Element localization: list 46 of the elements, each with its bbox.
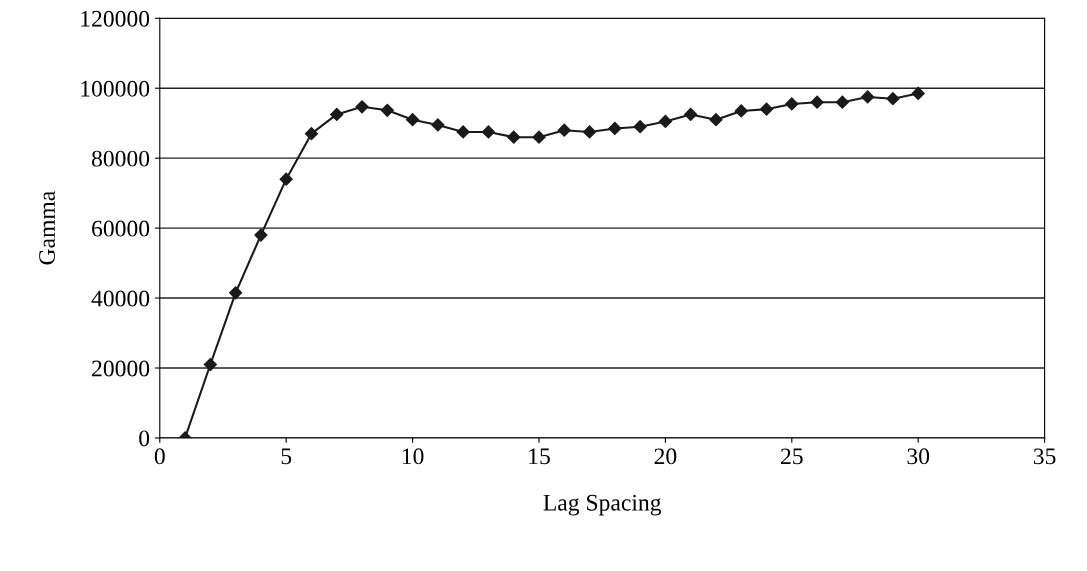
point [734, 104, 748, 118]
x-tick-label: 25 [781, 448, 803, 465]
x-tick-label: 35 [1033, 448, 1056, 465]
point [279, 172, 293, 186]
point [557, 123, 571, 137]
point [406, 113, 420, 127]
y-tick-label: 20000 [92, 360, 150, 377]
point [330, 107, 344, 122]
point [229, 286, 243, 300]
x-tick-label: 10 [402, 448, 424, 465]
x-tick-label: 0 [154, 448, 165, 465]
point [532, 130, 546, 144]
x-tick-label: 15 [529, 448, 550, 465]
x-tick-label: 5 [281, 448, 292, 465]
point [835, 95, 849, 109]
point [304, 127, 319, 141]
point [608, 121, 622, 136]
point [911, 86, 925, 101]
y-tick-label: 80000 [91, 150, 150, 167]
point [759, 102, 774, 116]
point [481, 125, 496, 139]
point [254, 228, 268, 242]
point [203, 357, 217, 372]
point [456, 125, 470, 139]
point [507, 130, 521, 144]
point [658, 114, 672, 129]
y-tick-label: 40000 [91, 290, 150, 307]
point [431, 118, 445, 132]
point [810, 95, 824, 109]
y-tick-label: 120000 [81, 10, 150, 27]
point [355, 100, 369, 114]
point [886, 92, 900, 106]
x-tick-label: 30 [907, 448, 930, 465]
point [684, 107, 698, 122]
y-axis-title: Gamma [39, 191, 55, 265]
point [633, 120, 647, 134]
point [582, 125, 597, 139]
y-tick-label: 100000 [81, 80, 150, 97]
point [709, 113, 723, 127]
y-tick-label: 60000 [92, 220, 150, 237]
x-axis-title: Lag Spacing [543, 494, 662, 516]
point [380, 103, 394, 117]
point [861, 90, 875, 104]
x-tick-label: 20 [654, 448, 677, 465]
y-tick-label: 0 [139, 430, 150, 447]
point [785, 97, 799, 111]
